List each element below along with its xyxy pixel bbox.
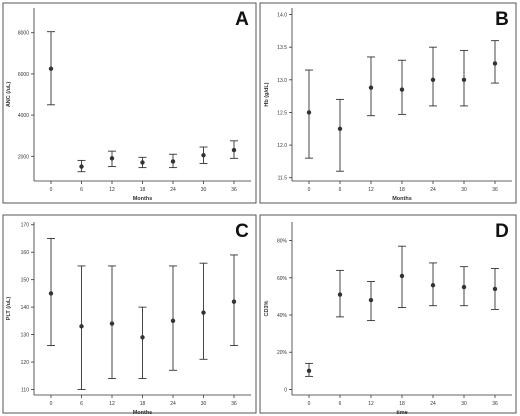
panel-letter: D <box>495 221 509 242</box>
y-tick-label: 8000 <box>18 31 29 37</box>
x-tick-label: 36 <box>492 187 498 193</box>
y-tick-label: 40% <box>277 313 288 319</box>
y-tick-label: 130 <box>21 333 30 339</box>
mean-point <box>79 164 84 169</box>
mean-point <box>140 335 145 340</box>
y-tick-label: 14.0 <box>277 13 287 19</box>
mean-point <box>109 321 115 326</box>
mean-point <box>48 291 54 296</box>
mean-point <box>231 147 237 153</box>
mean-point <box>399 87 405 92</box>
panel-letter: C <box>235 221 249 242</box>
y-tick-label: 150 <box>21 278 30 284</box>
y-tick-label: 20% <box>277 350 288 356</box>
x-tick-label: 12 <box>109 187 115 193</box>
mean-point <box>109 156 115 161</box>
mean-point <box>48 66 54 71</box>
x-tick-label: 18 <box>140 401 146 407</box>
mean-point <box>201 153 206 158</box>
mean-point <box>79 324 84 329</box>
x-tick-label: 6 <box>80 187 83 193</box>
mean-point <box>231 299 237 304</box>
x-tick-label: 36 <box>231 187 237 193</box>
mean-point <box>430 283 436 288</box>
x-axis-label: Months <box>133 196 153 202</box>
panel-frame <box>259 2 517 204</box>
y-tick-label: 110 <box>21 388 29 394</box>
x-tick-label: 6 <box>339 187 342 193</box>
panel-frame <box>259 214 517 414</box>
x-tick-label: 12 <box>368 187 374 193</box>
x-tick-label: 0 <box>308 401 311 407</box>
y-tick-label: 2000 <box>18 154 29 160</box>
y-axis-label: CD3% <box>264 300 270 316</box>
x-tick-label: 18 <box>399 187 405 193</box>
x-tick-label: 24 <box>430 187 436 193</box>
y-tick-label: 4000 <box>18 113 29 119</box>
y-tick-label: 170 <box>21 223 30 229</box>
mean-point <box>306 110 312 115</box>
y-tick-label: 13.5 <box>277 45 287 51</box>
x-tick-label: 12 <box>368 401 374 407</box>
y-tick-label: 11.5 <box>278 176 288 182</box>
panel-letter: A <box>235 9 249 30</box>
y-tick-label: 80% <box>277 239 288 245</box>
mean-point <box>492 286 498 292</box>
mean-point <box>430 77 436 83</box>
mean-point <box>140 160 145 165</box>
x-tick-label: 18 <box>140 187 146 193</box>
mean-point <box>492 61 498 66</box>
y-axis-label: Hb (g/dL) <box>264 82 270 106</box>
x-tick-label: 24 <box>170 401 176 407</box>
x-tick-label: 36 <box>492 401 498 407</box>
mean-point <box>399 273 405 279</box>
panel-frame <box>2 214 257 414</box>
y-tick-label: 12.5 <box>277 110 287 116</box>
y-tick-label: 140 <box>21 305 30 311</box>
y-tick-label: 13.0 <box>277 78 287 84</box>
x-tick-label: 36 <box>231 401 237 407</box>
x-tick-label: 6 <box>80 401 83 407</box>
mean-point <box>337 292 343 297</box>
x-tick-label: 0 <box>50 187 53 193</box>
x-tick-label: 30 <box>201 187 207 193</box>
x-tick-label: 24 <box>430 401 436 407</box>
y-tick-label: 160 <box>21 250 30 256</box>
x-tick-label: 0 <box>308 187 311 193</box>
x-axis-label: time <box>396 410 407 416</box>
y-axis-label: ANC (/uL) <box>6 82 12 108</box>
mean-point <box>368 85 374 90</box>
panel-c: 110 120 130 140 150 160 170 0 6 12 18 24 30 36 Months P… <box>2 214 257 416</box>
x-tick-label: 12 <box>109 401 115 407</box>
x-tick-label: 30 <box>201 401 207 407</box>
y-axis-label: PLT (/uL) <box>6 297 12 321</box>
y-tick-label: 12.0 <box>277 143 287 149</box>
mean-point <box>306 368 312 374</box>
mean-point <box>170 159 176 164</box>
x-tick-label: 30 <box>461 187 467 193</box>
y-tick-label: 0 <box>284 387 287 393</box>
y-tick-label: 6000 <box>18 72 29 78</box>
panel-frame <box>2 2 257 204</box>
y-tick-label: 60% <box>277 276 288 282</box>
x-axis-label: Months <box>392 196 412 202</box>
x-axis-label: Months <box>133 410 153 416</box>
x-tick-label: 0 <box>50 401 53 407</box>
mean-point <box>201 310 206 315</box>
x-tick-label: 6 <box>339 401 342 407</box>
mean-point <box>337 126 343 131</box>
x-tick-label: 24 <box>170 187 176 193</box>
panel-d: 0 20% 40% 60% 80% 0 6 12 18 24 30 36 time CD3% D <box>259 214 517 416</box>
mean-point <box>368 297 374 303</box>
y-tick-label: 120 <box>21 360 30 366</box>
mean-point <box>461 284 467 290</box>
x-tick-label: 18 <box>399 401 405 407</box>
panel-letter: B <box>495 9 509 30</box>
panel-a: 2000 4000 6000 8000 0 6 12 18 24 30 36 Months ANC (/… <box>2 2 257 204</box>
mean-point <box>461 77 467 83</box>
x-tick-label: 30 <box>461 401 467 407</box>
mean-point <box>170 318 176 324</box>
panel-b: 11.5 12.0 12.5 13.0 13.5 14.0 0 6 12 18 24 30 36 Mont… <box>259 2 517 204</box>
